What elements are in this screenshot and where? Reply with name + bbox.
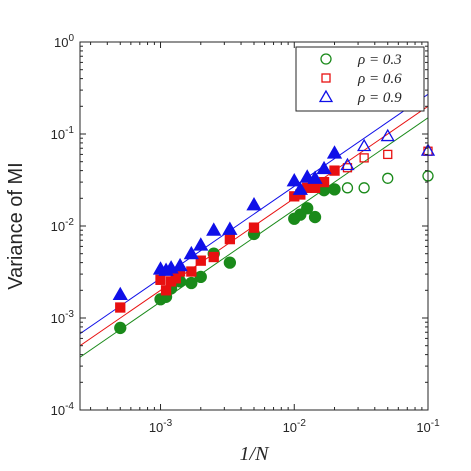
data-point bbox=[246, 196, 262, 211]
data-point-open bbox=[340, 157, 355, 171]
x-axis-title: 1/N bbox=[240, 443, 271, 465]
data-point-open bbox=[342, 163, 353, 173]
data-point bbox=[224, 233, 236, 245]
legend-marker bbox=[320, 53, 332, 65]
y-tick-label: 10-2 bbox=[51, 217, 75, 234]
fit-line bbox=[80, 93, 428, 335]
data-point bbox=[208, 251, 219, 263]
data-point-open bbox=[357, 138, 372, 152]
data-point bbox=[206, 222, 222, 236]
y-axis-title: Variance of MI bbox=[5, 162, 27, 289]
data-point bbox=[112, 286, 128, 301]
data-point bbox=[115, 302, 126, 313]
data-point bbox=[155, 274, 166, 285]
axis-ticks bbox=[80, 41, 429, 411]
data-points bbox=[112, 128, 436, 335]
data-point bbox=[195, 255, 206, 266]
legend-item: ρ = 0.6 bbox=[321, 71, 402, 87]
data-point bbox=[194, 270, 207, 284]
legend: ρ = 0.3 ρ = 0.6 ρ = 0.9 bbox=[295, 46, 425, 112]
data-point bbox=[328, 183, 341, 196]
data-point bbox=[193, 237, 209, 251]
data-point bbox=[329, 165, 340, 176]
data-point-open bbox=[382, 172, 394, 184]
data-point-open bbox=[341, 182, 354, 194]
legend-item: ρ = 0.9 bbox=[318, 89, 402, 106]
data-point bbox=[286, 172, 302, 187]
data-point bbox=[185, 276, 198, 290]
data-point bbox=[326, 145, 343, 159]
data-point bbox=[292, 181, 308, 195]
data-point bbox=[160, 285, 172, 296]
legend-marker bbox=[318, 89, 334, 103]
data-point-open bbox=[383, 149, 393, 160]
y-tick-label: 10-3 bbox=[51, 309, 75, 326]
x-tick-label: 10-2 bbox=[283, 418, 307, 435]
legend-box bbox=[295, 46, 425, 112]
y-tick-label: 100 bbox=[54, 33, 74, 50]
legend-item: ρ = 0.3 bbox=[320, 52, 402, 68]
y-tick-label: 10-4 bbox=[51, 401, 75, 418]
data-point bbox=[223, 256, 237, 269]
data-point bbox=[186, 266, 197, 277]
data-point bbox=[222, 221, 238, 235]
x-tick-label: 10-1 bbox=[416, 418, 440, 435]
data-point bbox=[114, 321, 127, 335]
data-point-open bbox=[380, 128, 395, 142]
tick-labels: 10-3 10-2 10-1 10-4 10-3 10-2 10-1 100 bbox=[51, 33, 440, 435]
data-point bbox=[316, 160, 332, 175]
legend-marker bbox=[321, 73, 331, 83]
legend-label: ρ = 0.6 bbox=[357, 71, 402, 87]
data-point bbox=[308, 210, 322, 224]
legend-label: ρ = 0.9 bbox=[357, 90, 402, 106]
data-point-open bbox=[358, 182, 370, 194]
data-point bbox=[309, 182, 321, 193]
data-point bbox=[172, 257, 188, 272]
y-tick-label: 10-1 bbox=[51, 125, 75, 142]
data-point bbox=[301, 202, 314, 215]
data-point bbox=[183, 245, 199, 260]
legend-label: ρ = 0.3 bbox=[357, 52, 402, 68]
data-point bbox=[307, 170, 323, 184]
data-point-open bbox=[359, 153, 369, 163]
data-point bbox=[248, 222, 260, 233]
x-tick-label: 10-3 bbox=[149, 418, 173, 435]
